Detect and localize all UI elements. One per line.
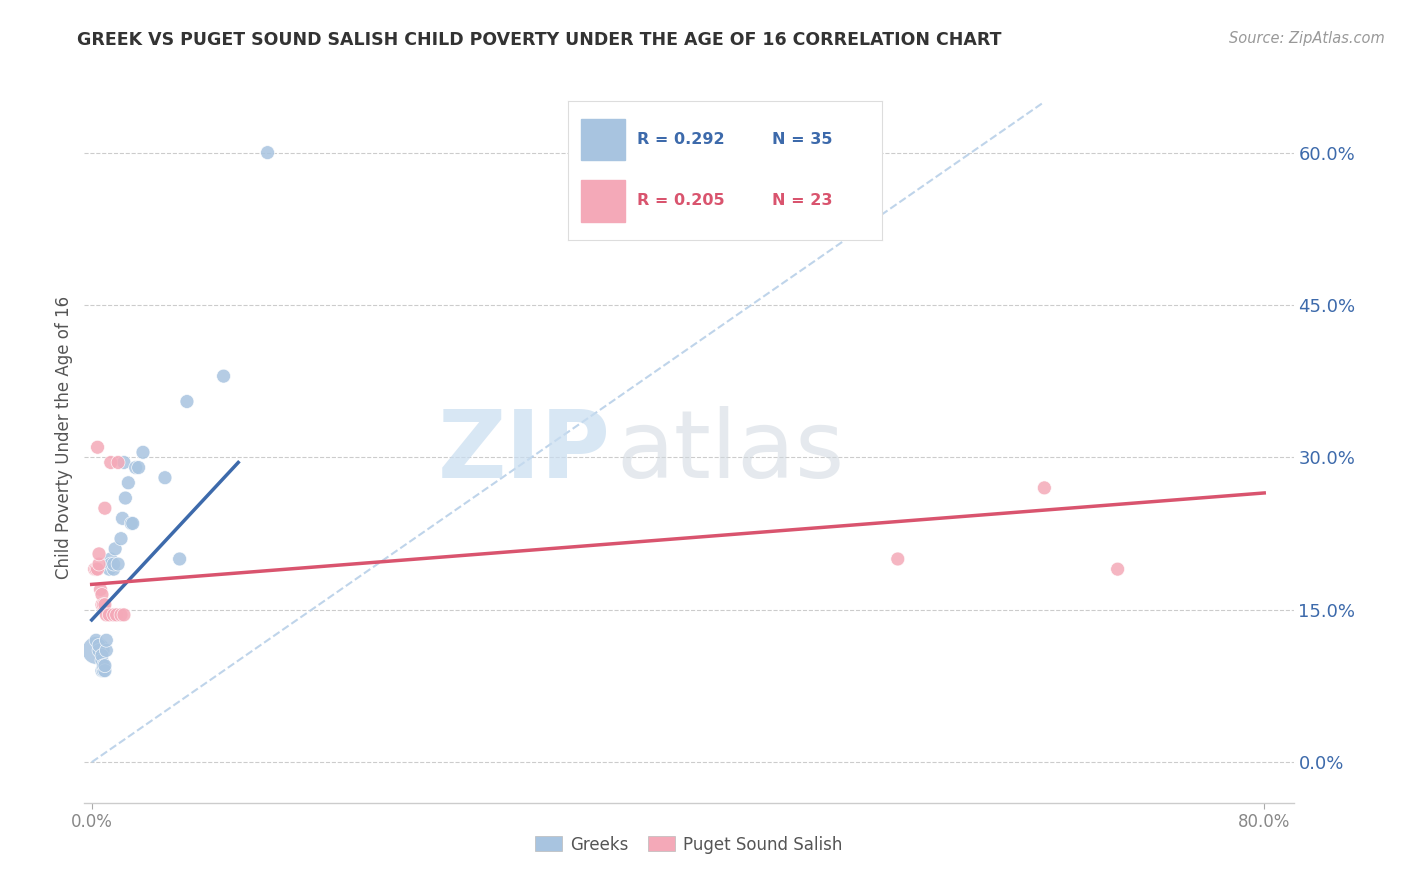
Point bbox=[169, 552, 191, 566]
Point bbox=[87, 557, 110, 571]
Point bbox=[86, 562, 108, 576]
Point bbox=[117, 475, 139, 490]
Point bbox=[87, 547, 110, 561]
Point bbox=[100, 455, 122, 469]
Point bbox=[121, 516, 143, 531]
Point bbox=[89, 582, 111, 597]
Point bbox=[105, 607, 128, 622]
Point bbox=[91, 664, 114, 678]
Point bbox=[112, 607, 135, 622]
Point bbox=[103, 607, 125, 622]
Point bbox=[83, 562, 105, 576]
Point bbox=[112, 455, 135, 469]
Point bbox=[93, 598, 115, 612]
Point bbox=[93, 658, 115, 673]
Point bbox=[107, 557, 129, 571]
Point bbox=[84, 562, 107, 576]
Point bbox=[1107, 562, 1129, 576]
Point bbox=[84, 643, 107, 657]
Point bbox=[128, 460, 150, 475]
Point bbox=[94, 658, 117, 673]
Point bbox=[94, 598, 117, 612]
Text: atlas: atlas bbox=[616, 406, 845, 498]
Point bbox=[1033, 481, 1056, 495]
Point bbox=[91, 598, 114, 612]
Point bbox=[153, 471, 176, 485]
Point bbox=[94, 664, 117, 678]
Point bbox=[104, 541, 127, 556]
Point bbox=[87, 643, 110, 657]
Point bbox=[114, 491, 136, 505]
Point bbox=[100, 552, 122, 566]
Point bbox=[96, 607, 118, 622]
Point bbox=[91, 654, 114, 668]
Point bbox=[887, 552, 910, 566]
Point bbox=[100, 557, 122, 571]
Point bbox=[98, 562, 121, 576]
Point bbox=[86, 440, 108, 454]
Point bbox=[94, 501, 117, 516]
Point bbox=[107, 455, 129, 469]
Point bbox=[96, 643, 118, 657]
Y-axis label: Child Poverty Under the Age of 16: Child Poverty Under the Age of 16 bbox=[55, 295, 73, 579]
Point bbox=[98, 607, 121, 622]
Point bbox=[103, 557, 125, 571]
Point bbox=[91, 648, 114, 663]
Text: Source: ZipAtlas.com: Source: ZipAtlas.com bbox=[1229, 31, 1385, 46]
Point bbox=[93, 664, 115, 678]
Point bbox=[96, 633, 118, 648]
Point bbox=[124, 460, 146, 475]
Legend: Greeks, Puget Sound Salish: Greeks, Puget Sound Salish bbox=[529, 829, 849, 860]
Point bbox=[110, 607, 132, 622]
Point bbox=[87, 638, 110, 652]
Point bbox=[256, 145, 278, 160]
Point bbox=[176, 394, 198, 409]
Text: ZIP: ZIP bbox=[437, 406, 610, 498]
Point bbox=[103, 562, 125, 576]
Point bbox=[120, 516, 142, 531]
Text: GREEK VS PUGET SOUND SALISH CHILD POVERTY UNDER THE AGE OF 16 CORRELATION CHART: GREEK VS PUGET SOUND SALISH CHILD POVERT… bbox=[77, 31, 1002, 49]
Point bbox=[84, 633, 107, 648]
Point bbox=[212, 369, 235, 384]
Point bbox=[91, 588, 114, 602]
Point bbox=[132, 445, 155, 459]
Point bbox=[110, 532, 132, 546]
Point bbox=[111, 511, 134, 525]
